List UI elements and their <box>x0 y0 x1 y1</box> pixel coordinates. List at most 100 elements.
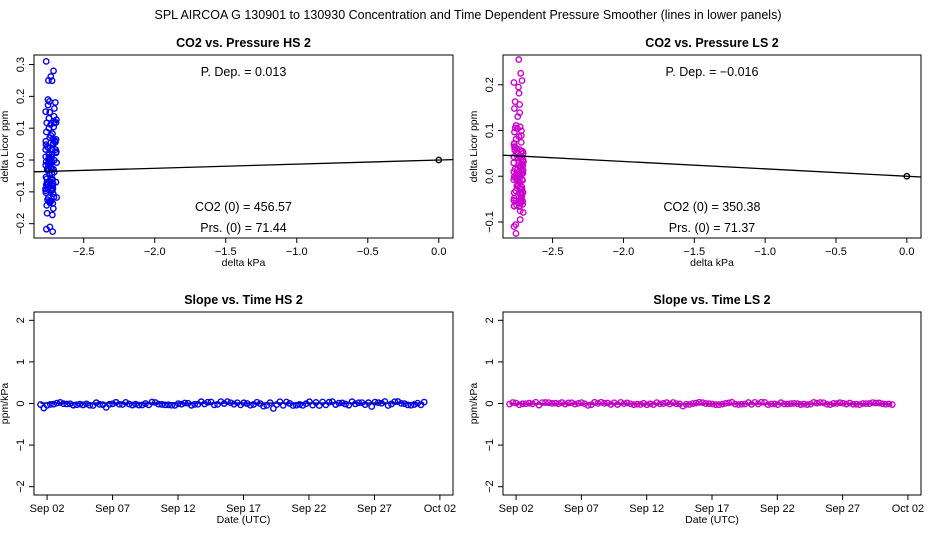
data-point <box>516 207 524 215</box>
data-point <box>856 401 863 409</box>
data-point <box>240 399 248 407</box>
panel-title: Slope vs. Time LS 2 <box>653 293 770 307</box>
data-point <box>656 400 664 408</box>
data-point <box>558 399 566 406</box>
data-point <box>269 405 277 412</box>
data-point <box>516 203 523 211</box>
data-point <box>735 401 742 408</box>
data-point <box>833 400 841 407</box>
data-point <box>513 145 520 152</box>
data-point <box>510 79 518 86</box>
data-point <box>695 398 703 406</box>
data-point <box>47 165 55 173</box>
x-tick-label: Sep 17 <box>695 503 730 515</box>
data-point <box>882 400 890 408</box>
data-point <box>843 400 850 408</box>
data-point <box>338 399 346 407</box>
x-tick-label: Sep 22 <box>292 503 327 515</box>
data-point <box>520 158 527 166</box>
data-point <box>594 399 602 407</box>
y-axis-label: delta Licor ppm <box>0 110 11 182</box>
data-point <box>76 400 84 408</box>
data-point <box>510 139 518 147</box>
marks-ls-pressure <box>503 56 921 237</box>
data-point <box>109 400 117 408</box>
x-tick-label: −1.5 <box>683 246 705 258</box>
data-point <box>511 98 519 106</box>
data-point <box>158 401 166 408</box>
data-point <box>73 401 81 409</box>
data-point <box>784 400 791 408</box>
data-point <box>517 138 525 146</box>
data-point <box>793 400 801 408</box>
x-tick-label: −1.0 <box>286 246 308 258</box>
data-point <box>510 105 518 112</box>
panel-hs-slope: Slope vs. Time HS 2 Sep 02 Sep 07 Sep 12 Sep… <box>0 293 456 526</box>
data-point <box>810 398 818 406</box>
data-point <box>518 176 526 183</box>
data-point <box>83 400 90 408</box>
data-point <box>571 400 579 408</box>
data-point <box>885 400 893 408</box>
data-point <box>803 401 811 408</box>
x-tick-label: Sep 02 <box>499 503 534 515</box>
data-point <box>49 228 57 236</box>
data-point <box>872 399 880 407</box>
data-point <box>45 114 53 122</box>
data-point <box>512 221 520 229</box>
data-point <box>591 398 598 406</box>
data-point <box>63 400 71 408</box>
data-point <box>515 181 522 189</box>
data-point <box>125 400 133 408</box>
data-point <box>610 399 618 407</box>
x-tick-label: Oct 02 <box>892 503 924 515</box>
data-point <box>394 398 402 405</box>
data-point <box>633 400 641 408</box>
data-point <box>829 400 837 407</box>
y-tick-label: 0.1 <box>484 123 496 138</box>
data-point <box>875 399 883 407</box>
data-point <box>210 401 218 409</box>
data-point <box>53 399 61 407</box>
data-point <box>574 400 582 407</box>
data-point <box>823 400 831 408</box>
x-tick-label: Oct 02 <box>424 503 456 515</box>
data-point <box>191 400 199 408</box>
x-tick-label: −0.5 <box>825 246 847 258</box>
data-point <box>516 101 524 108</box>
data-point <box>509 399 517 406</box>
data-point <box>663 399 670 407</box>
data-point <box>738 400 746 408</box>
data-point <box>515 83 522 91</box>
data-point <box>227 399 235 407</box>
data-point <box>201 400 208 408</box>
data-point <box>512 187 520 195</box>
data-point <box>299 401 307 409</box>
data-point <box>138 401 146 409</box>
data-point <box>128 401 136 409</box>
data-point <box>148 398 156 406</box>
y-axis-label: ppm/kPa <box>468 383 480 425</box>
data-point <box>45 149 53 157</box>
data-point <box>561 400 569 408</box>
data-point <box>780 400 788 408</box>
data-point <box>862 400 870 407</box>
data-point <box>46 400 54 408</box>
data-point <box>178 400 185 408</box>
data-point <box>682 400 690 408</box>
data-point <box>515 89 523 97</box>
y-tick-label: 2 <box>15 317 27 323</box>
data-point <box>230 400 238 408</box>
prs-zero-annotation: Prs. (0) = 71.37 <box>669 221 756 235</box>
panel-title: Slope vs. Time HS 2 <box>184 293 303 307</box>
data-point <box>48 211 56 219</box>
data-point <box>584 401 592 409</box>
x-tick-label: Sep 12 <box>161 503 196 515</box>
data-point <box>47 73 55 80</box>
data-point <box>869 399 877 407</box>
data-point <box>826 401 834 408</box>
data-point <box>518 127 525 135</box>
data-point <box>391 398 399 406</box>
data-point <box>171 401 179 409</box>
panel-ls-slope: Slope vs. Time LS 2 Sep 02 Sep 07 Sep 12 Sep… <box>468 293 924 526</box>
